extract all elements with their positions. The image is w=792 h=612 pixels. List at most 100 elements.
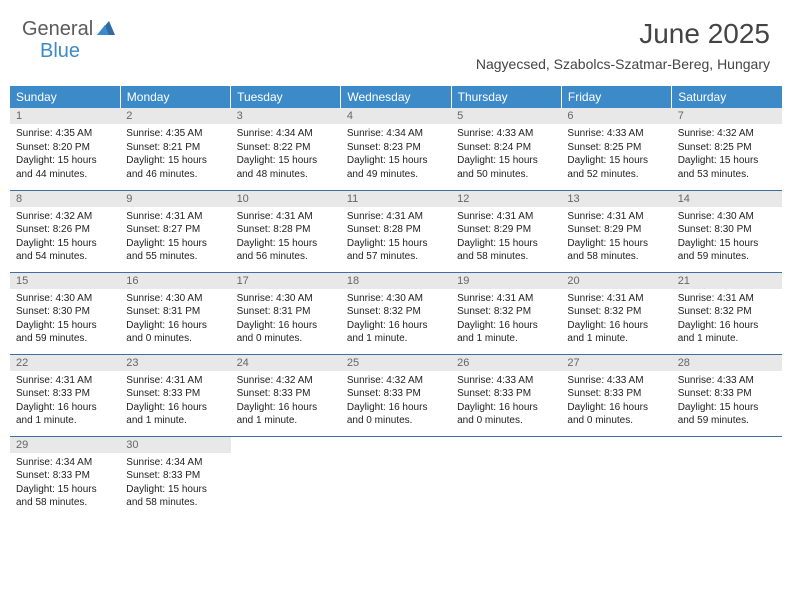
daylight2-text: and 0 minutes.	[347, 414, 445, 428]
sunrise-text: Sunrise: 4:31 AM	[567, 210, 665, 224]
sunrise-text: Sunrise: 4:31 AM	[678, 292, 776, 306]
sunset-text: Sunset: 8:33 PM	[126, 469, 224, 483]
daylight2-text: and 1 minute.	[126, 414, 224, 428]
daylight1-text: Daylight: 16 hours	[237, 401, 335, 415]
sunset-text: Sunset: 8:32 PM	[567, 305, 665, 319]
daylight1-text: Daylight: 15 hours	[126, 154, 224, 168]
daylight2-text: and 1 minute.	[16, 414, 114, 428]
sunset-text: Sunset: 8:29 PM	[567, 223, 665, 237]
logo-triangle-icon	[97, 21, 115, 40]
day-number: 24	[231, 355, 341, 371]
day-number: 28	[672, 355, 782, 371]
sunset-text: Sunset: 8:32 PM	[347, 305, 445, 319]
sunset-text: Sunset: 8:28 PM	[347, 223, 445, 237]
day-number: 13	[561, 191, 671, 207]
calendar-day-cell: 5Sunrise: 4:33 AMSunset: 8:24 PMDaylight…	[451, 108, 561, 190]
calendar-day-cell: 26Sunrise: 4:33 AMSunset: 8:33 PMDayligh…	[451, 354, 561, 436]
daylight1-text: Daylight: 15 hours	[16, 237, 114, 251]
calendar-day-cell	[341, 436, 451, 518]
sunset-text: Sunset: 8:33 PM	[126, 387, 224, 401]
sunset-text: Sunset: 8:22 PM	[237, 141, 335, 155]
daylight1-text: Daylight: 16 hours	[567, 319, 665, 333]
sunrise-text: Sunrise: 4:34 AM	[347, 127, 445, 141]
daylight2-text: and 50 minutes.	[457, 168, 555, 182]
sunrise-text: Sunrise: 4:33 AM	[678, 374, 776, 388]
daylight2-text: and 0 minutes.	[237, 332, 335, 346]
daylight2-text: and 0 minutes.	[567, 414, 665, 428]
day-number: 19	[451, 273, 561, 289]
day-number: 10	[231, 191, 341, 207]
day-number: 22	[10, 355, 120, 371]
daylight2-text: and 1 minute.	[567, 332, 665, 346]
calendar-day-cell: 2Sunrise: 4:35 AMSunset: 8:21 PMDaylight…	[120, 108, 230, 190]
weekday-header: Monday	[120, 86, 230, 108]
daylight1-text: Daylight: 15 hours	[457, 154, 555, 168]
sunrise-text: Sunrise: 4:31 AM	[457, 292, 555, 306]
daylight1-text: Daylight: 15 hours	[126, 483, 224, 497]
calendar-day-cell	[451, 436, 561, 518]
daylight1-text: Daylight: 16 hours	[347, 401, 445, 415]
header: General Blue June 2025 Nagyecsed, Szabol…	[0, 0, 792, 76]
sunset-text: Sunset: 8:20 PM	[16, 141, 114, 155]
sunrise-text: Sunrise: 4:31 AM	[457, 210, 555, 224]
calendar-day-cell: 15Sunrise: 4:30 AMSunset: 8:30 PMDayligh…	[10, 272, 120, 354]
day-number: 25	[341, 355, 451, 371]
month-title: June 2025	[476, 18, 770, 50]
day-number: 30	[120, 437, 230, 453]
day-number: 1	[10, 108, 120, 124]
logo: General Blue	[22, 18, 117, 41]
daylight2-text: and 1 minute.	[457, 332, 555, 346]
day-number: 7	[672, 108, 782, 124]
sunset-text: Sunset: 8:33 PM	[347, 387, 445, 401]
calendar-day-cell: 30 Sunrise: 4:34 AMSunset: 8:33 PMDayligh…	[120, 436, 230, 518]
calendar-table: Sunday Monday Tuesday Wednesday Thursday…	[10, 86, 782, 518]
day-number: 26	[451, 355, 561, 371]
sunset-text: Sunset: 8:33 PM	[16, 387, 114, 401]
sunset-text: Sunset: 8:33 PM	[567, 387, 665, 401]
sunset-text: Sunset: 8:24 PM	[457, 141, 555, 155]
calendar-day-cell: 12Sunrise: 4:31 AMSunset: 8:29 PMDayligh…	[451, 190, 561, 272]
sunrise-text: Sunrise: 4:31 AM	[126, 374, 224, 388]
calendar-day-cell: 28Sunrise: 4:33 AMSunset: 8:33 PMDayligh…	[672, 354, 782, 436]
sunrise-text: Sunrise: 4:31 AM	[237, 210, 335, 224]
calendar-day-cell: 29Sunrise: 4:34 AMSunset: 8:33 PMDayligh…	[10, 436, 120, 518]
calendar-day-cell	[672, 436, 782, 518]
daylight1-text: Daylight: 15 hours	[678, 154, 776, 168]
day-number: 9	[120, 191, 230, 207]
sunrise-text: Sunrise: 4:32 AM	[16, 210, 114, 224]
day-number: 3	[231, 108, 341, 124]
calendar-day-cell: 17Sunrise: 4:30 AMSunset: 8:31 PMDayligh…	[231, 272, 341, 354]
daylight1-text: Daylight: 16 hours	[16, 401, 114, 415]
daylight2-text: and 53 minutes.	[678, 168, 776, 182]
daylight2-text: and 58 minutes.	[16, 496, 114, 510]
calendar-day-cell: 3Sunrise: 4:34 AMSunset: 8:22 PMDaylight…	[231, 108, 341, 190]
calendar-day-cell: 14Sunrise: 4:30 AMSunset: 8:30 PMDayligh…	[672, 190, 782, 272]
sunrise-text: Sunrise: 4:33 AM	[457, 374, 555, 388]
sunrise-text: Sunrise: 4:31 AM	[126, 210, 224, 224]
day-number: 27	[561, 355, 671, 371]
calendar-day-cell: 8Sunrise: 4:32 AMSunset: 8:26 PMDaylight…	[10, 190, 120, 272]
sunrise-text: Sunrise: 4:33 AM	[567, 127, 665, 141]
calendar-day-cell: 24Sunrise: 4:32 AMSunset: 8:33 PMDayligh…	[231, 354, 341, 436]
weekday-header-row: Sunday Monday Tuesday Wednesday Thursday…	[10, 86, 782, 108]
daylight2-text: and 54 minutes.	[16, 250, 114, 264]
day-number: 16	[120, 273, 230, 289]
sunset-text: Sunset: 8:33 PM	[16, 469, 114, 483]
calendar-day-cell: 1Sunrise: 4:35 AMSunset: 8:20 PMDaylight…	[10, 108, 120, 190]
daylight2-text: and 1 minute.	[678, 332, 776, 346]
calendar-week-row: 22Sunrise: 4:31 AMSunset: 8:33 PMDayligh…	[10, 354, 782, 436]
calendar-day-cell: 21Sunrise: 4:31 AMSunset: 8:32 PMDayligh…	[672, 272, 782, 354]
sunset-text: Sunset: 8:30 PM	[16, 305, 114, 319]
daylight1-text: Daylight: 15 hours	[16, 319, 114, 333]
calendar-day-cell: 20Sunrise: 4:31 AMSunset: 8:32 PMDayligh…	[561, 272, 671, 354]
day-number: 6	[561, 108, 671, 124]
sunset-text: Sunset: 8:30 PM	[678, 223, 776, 237]
sunrise-text: Sunrise: 4:30 AM	[16, 292, 114, 306]
daylight1-text: Daylight: 15 hours	[347, 154, 445, 168]
sunrise-text: Sunrise: 4:33 AM	[457, 127, 555, 141]
calendar-day-cell: 18Sunrise: 4:30 AMSunset: 8:32 PMDayligh…	[341, 272, 451, 354]
sunrise-text: Sunrise: 4:31 AM	[567, 292, 665, 306]
daylight1-text: Daylight: 16 hours	[126, 401, 224, 415]
sunrise-text: Sunrise: 4:34 AM	[126, 456, 224, 470]
sunrise-text: Sunrise: 4:32 AM	[347, 374, 445, 388]
